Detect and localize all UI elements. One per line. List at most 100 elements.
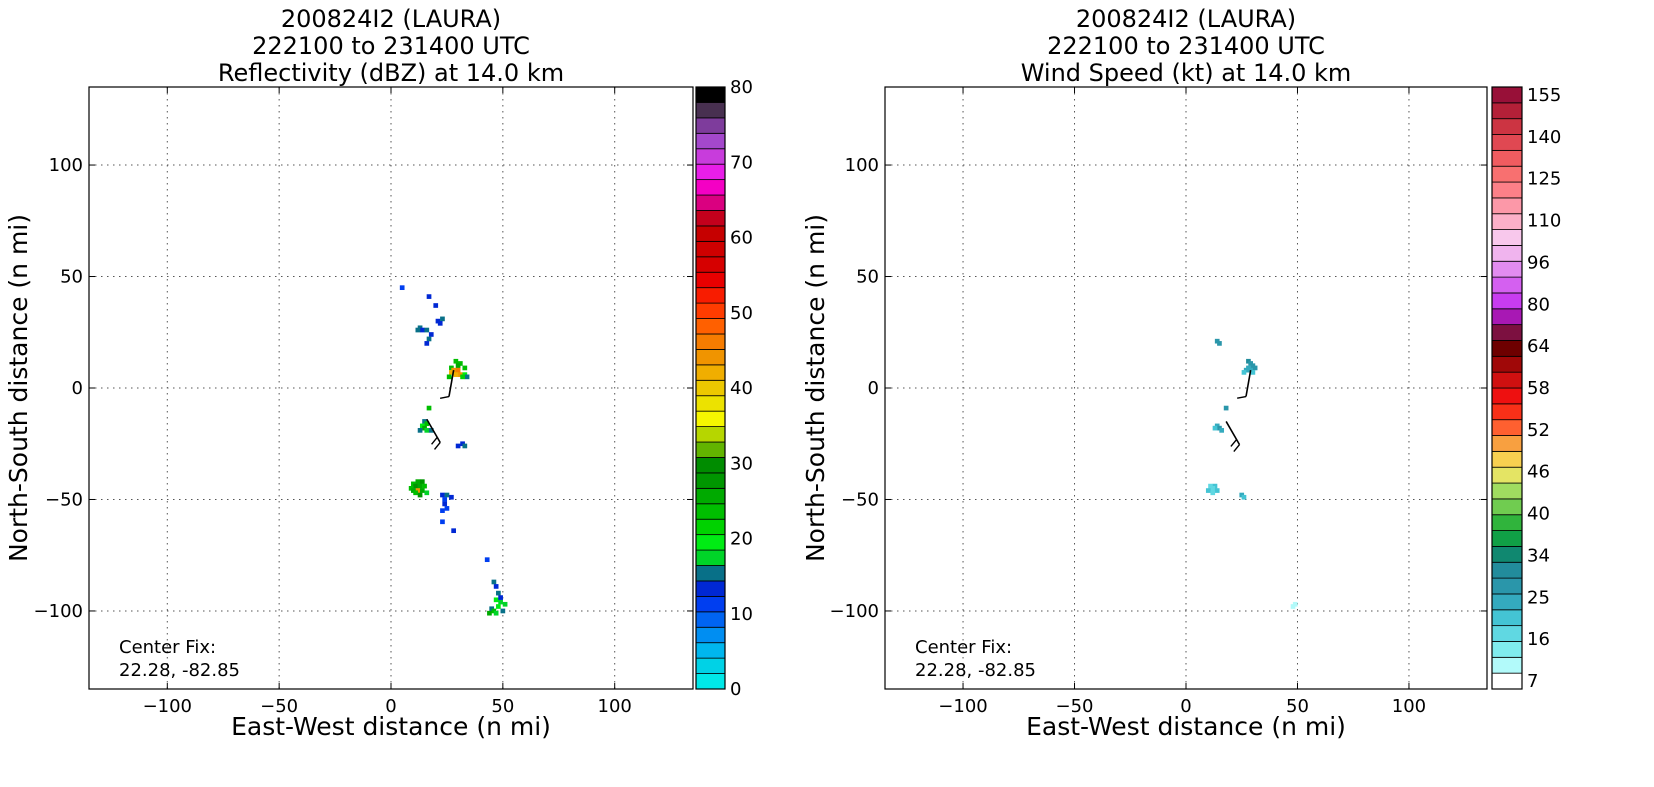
colorbar-tick-label: 110 — [1527, 211, 1561, 232]
data-cell — [424, 327, 430, 333]
colorbar-segment — [695, 163, 726, 181]
data-cell — [440, 508, 445, 513]
y-tick-label: −100 — [34, 601, 83, 622]
colorbar-segment — [695, 364, 726, 381]
colorbar-segment — [1491, 482, 1523, 500]
data-cell — [444, 506, 450, 511]
colorbar-tick-label: 60 — [730, 228, 753, 249]
colorbar-segment — [695, 626, 726, 644]
colorbar-segment — [695, 503, 726, 520]
x-tick-label: 0 — [385, 696, 396, 717]
colorbar-segment — [1491, 118, 1523, 135]
data-cell — [502, 601, 508, 607]
colorbar-segment — [695, 132, 726, 150]
colorbar-segment — [695, 534, 726, 551]
colorbar-segment — [1491, 86, 1523, 104]
colorbar-segment — [1491, 308, 1523, 326]
data-cell — [1214, 488, 1220, 493]
data-cell — [451, 528, 456, 534]
colorbar-tick-label: 20 — [730, 529, 753, 550]
colorbar-tick-label: 58 — [1527, 378, 1550, 399]
y-tick-label: 0 — [868, 378, 879, 399]
chart-title-line: Reflectivity (dBZ) at 14.0 km — [218, 59, 564, 87]
colorbar-segment — [1491, 466, 1523, 484]
x-axis-label: East-West distance (n mi) — [1026, 712, 1346, 741]
colorbar-segment — [695, 410, 726, 427]
data-cell — [417, 492, 423, 498]
colorbar-segment — [695, 549, 726, 566]
x-axis-label: East-West distance (n mi) — [231, 712, 551, 741]
colorbar-segment — [695, 102, 726, 119]
data-cell — [399, 285, 405, 291]
data-cell — [442, 501, 448, 507]
colorbar-tick-label: 30 — [730, 453, 753, 474]
colorbar-tick-label: 46 — [1527, 462, 1550, 483]
data-cell — [437, 320, 443, 326]
data-cell — [415, 327, 421, 333]
colorbar-tick-label: 16 — [1527, 629, 1550, 650]
colorbar-segment — [1491, 149, 1523, 167]
colorbar-segment — [695, 86, 726, 103]
x-tick-label: 100 — [598, 696, 632, 717]
data-cell — [484, 557, 490, 563]
data-cell — [440, 492, 445, 498]
colorbar-segment — [1491, 514, 1523, 531]
data-cell — [442, 497, 448, 502]
data-cell — [444, 492, 450, 498]
colorbar-segment — [695, 349, 726, 366]
data-cell — [460, 374, 465, 380]
center-fix-coords: 22.28, -82.85 — [915, 660, 1036, 681]
data-cell — [449, 370, 454, 375]
colorbar-segment — [1491, 355, 1523, 373]
data-cell — [498, 599, 503, 605]
colorbar-segment — [695, 256, 726, 273]
colorbar-segment — [1491, 593, 1523, 611]
wind-barb — [1225, 421, 1241, 453]
center-fix-label: Center Fix: — [915, 637, 1012, 658]
colorbar-segment — [695, 333, 726, 350]
colorbar-segment — [1491, 577, 1523, 595]
colorbar-tick-label: 10 — [730, 604, 753, 625]
wind-barb-feather — [440, 395, 450, 399]
colorbar-segment — [1491, 371, 1523, 389]
colorbar-segment — [695, 117, 726, 134]
colorbar-segment — [1491, 641, 1523, 658]
x-tick-label: 100 — [1392, 696, 1426, 717]
data-cell — [1252, 365, 1258, 371]
colorbar-tick-label: 80 — [1527, 294, 1550, 315]
data-cell — [500, 608, 506, 614]
data-cell — [433, 303, 439, 308]
colorbar-segment — [1491, 102, 1523, 120]
colorbar-segment — [695, 225, 726, 242]
data-cell — [493, 610, 499, 616]
data-cell — [455, 367, 461, 373]
colorbar-segment — [1491, 324, 1523, 341]
colorbar: 0 10 20 30 40 50 60 70 80 — [695, 77, 753, 700]
data-cell — [426, 336, 432, 342]
data-cell — [455, 443, 461, 449]
data-cell — [493, 597, 499, 603]
colorbar-tick-label: 70 — [730, 152, 753, 173]
colorbar-segment — [695, 487, 726, 505]
data-cell — [419, 327, 425, 333]
data-cell — [1241, 370, 1247, 375]
x-tick-label: 50 — [491, 696, 514, 717]
data-cell — [1290, 604, 1296, 609]
wind-barb-feather — [1230, 439, 1238, 447]
wind-barb-shaft — [1225, 421, 1241, 446]
wind-speed-panel: 200824I2 (LAURA)222100 to 231400 UTCWind… — [801, 5, 1561, 741]
colorbar-segment — [1491, 450, 1523, 468]
y-axis-label: North-South distance (n mi) — [801, 214, 830, 562]
data-cell — [417, 483, 423, 489]
data-cell — [413, 483, 418, 489]
colorbar-segment — [695, 194, 726, 211]
colorbar-segment — [695, 318, 726, 335]
data-cell — [496, 604, 501, 609]
wind-barb-feather — [433, 442, 441, 450]
colorbar-segment — [1491, 340, 1523, 357]
data-cell — [453, 372, 459, 377]
colorbar-segment — [1491, 625, 1523, 642]
colorbar-segment — [695, 271, 726, 289]
colorbar-tick-label: 52 — [1527, 420, 1550, 441]
